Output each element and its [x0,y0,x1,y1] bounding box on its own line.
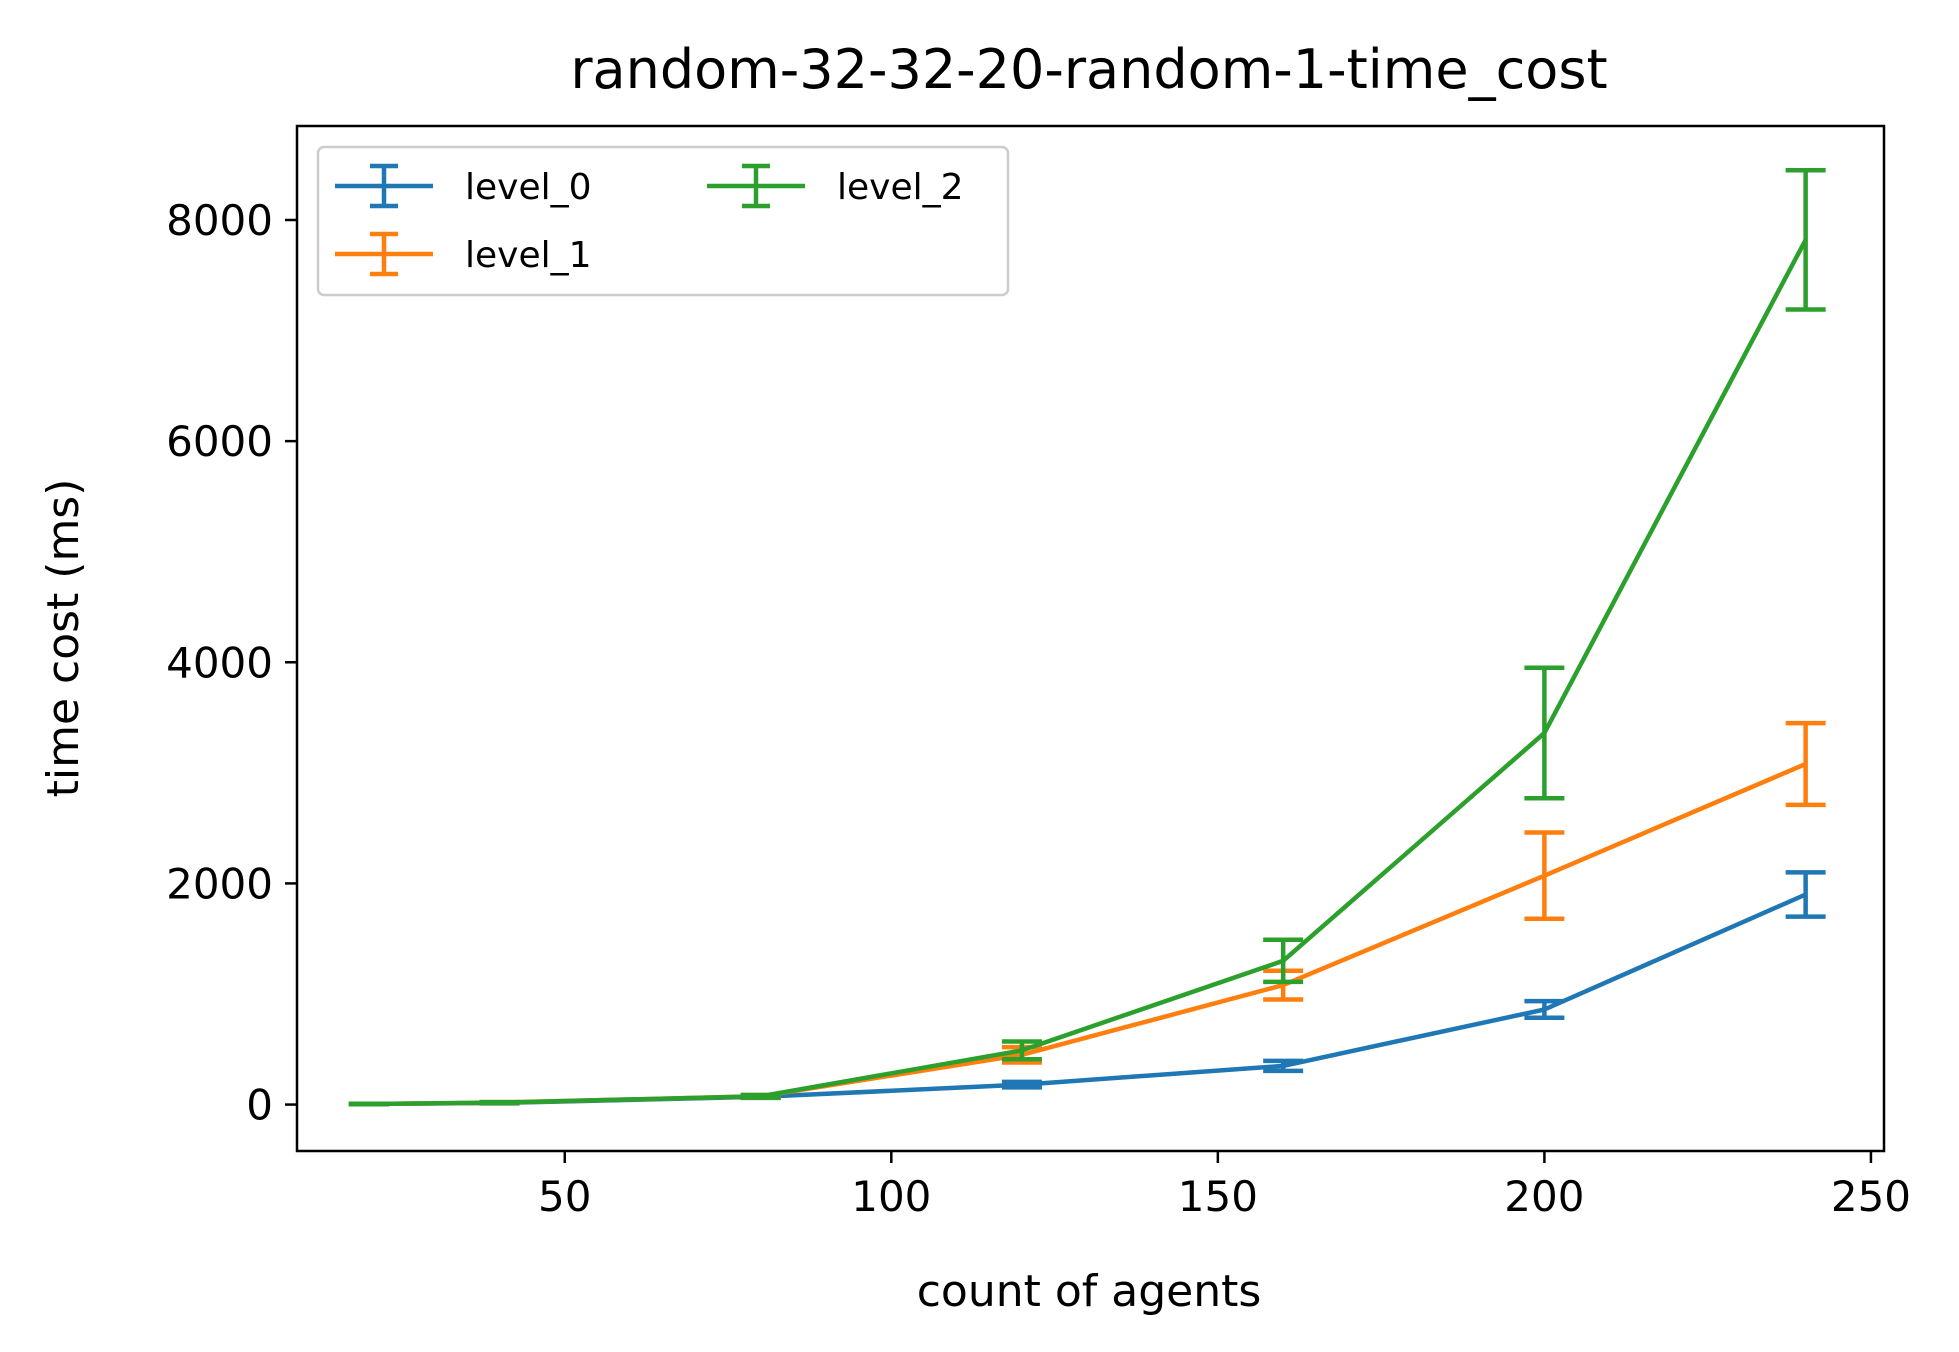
x-tick-label: 100 [851,1172,931,1221]
error-bar [1785,720,1826,808]
legend-item-level_2: level_2 [707,163,964,209]
error-bar [1263,1058,1304,1074]
y-tick-label: 0 [246,1081,273,1130]
legend-label: level_0 [465,167,592,208]
series-level_2 [348,167,1826,1107]
y-axis-ticks: 0 2000 4000 6000 8000 [166,196,297,1130]
y-axis-label: time cost (ms) [38,479,89,798]
error-bar [479,1099,520,1106]
error-bar [740,1092,781,1100]
series-line-level_0 [368,892,1807,1107]
x-tick-label: 50 [538,1172,591,1221]
series-level_1 [348,720,1826,1107]
error-bar [1524,998,1565,1021]
legend: level_0 level_1 level_2 [316,145,1010,297]
chart-title: random-32-32-20-random-1-time_cost [570,38,1607,101]
error-bar [1263,937,1304,985]
y-tick-label: 6000 [166,417,273,466]
series-line-level_1 [368,761,1807,1107]
x-axis-label: count of agents [917,1266,1262,1317]
legend-label: level_2 [837,167,964,208]
plot-frame [295,124,1886,1153]
legend-item-level_1: level_1 [335,231,592,277]
y-tick-label: 2000 [166,859,273,908]
series-line-level_2 [368,238,1808,1107]
legend-box [316,145,1010,297]
error-bar [1785,167,1826,312]
x-tick-label: 150 [1178,1172,1258,1221]
error-bar [1524,830,1565,922]
series-level_0 [348,870,1826,1107]
legend-item-level_0: level_0 [335,163,592,209]
x-tick-label: 200 [1504,1172,1584,1221]
x-tick-label: 250 [1831,1172,1911,1221]
y-tick-label: 4000 [166,638,273,687]
x-axis-ticks: 50 100 150 200 250 [538,1151,1911,1221]
error-bar [1524,665,1565,801]
legend-label: level_1 [465,235,592,276]
series-layer [348,167,1826,1107]
error-bar [1001,1079,1042,1090]
error-bar [1001,1039,1042,1062]
error-bar [1785,870,1826,919]
y-tick-label: 8000 [166,196,273,245]
